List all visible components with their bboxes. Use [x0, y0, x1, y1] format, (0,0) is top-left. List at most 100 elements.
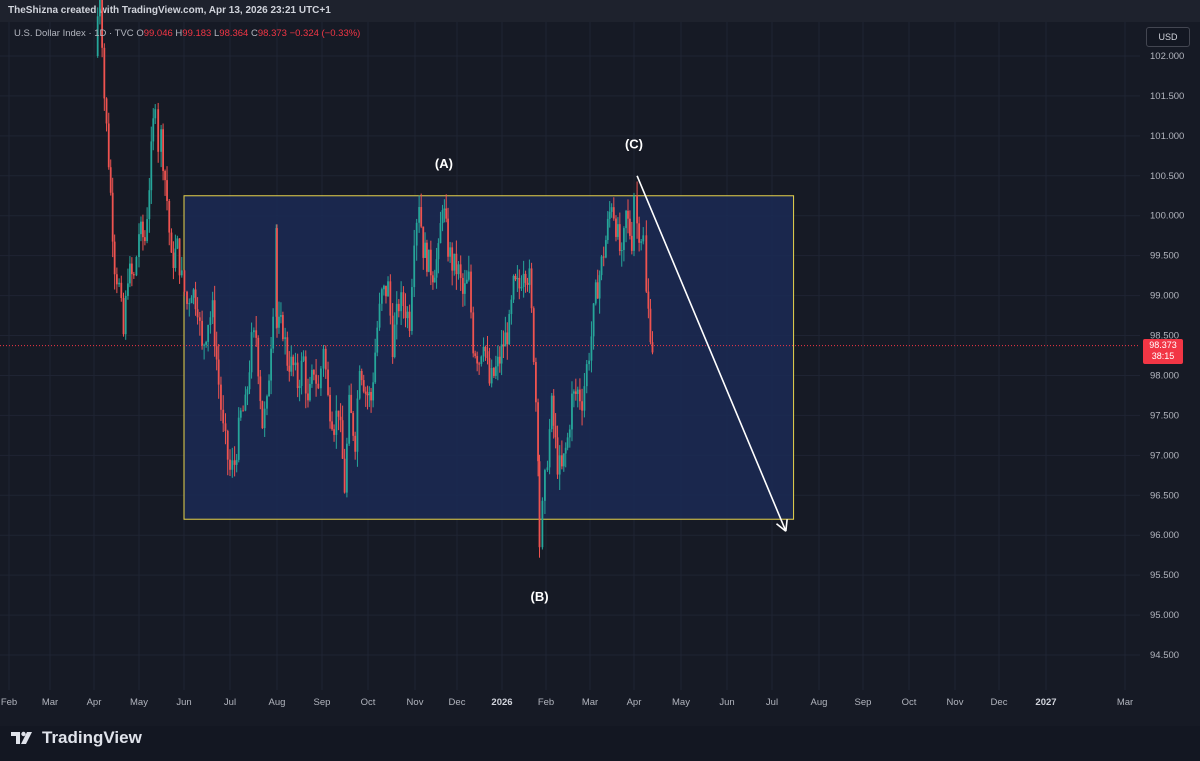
candle-body: [374, 352, 377, 383]
candle-body: [544, 470, 546, 501]
candle-body: [276, 228, 278, 328]
candle-body: [474, 353, 477, 357]
candle-body: [354, 435, 357, 452]
candle-body: [393, 324, 396, 358]
candle-body: [288, 365, 291, 372]
candle-body: [263, 408, 266, 429]
candle-body: [568, 429, 571, 438]
candle-body: [404, 305, 407, 319]
candle-body: [322, 348, 325, 369]
range-box[interactable]: [183, 195, 795, 520]
candle-body: [618, 224, 621, 252]
candle-body: [490, 368, 493, 384]
x-tick-label: May: [130, 697, 148, 708]
candle-body: [356, 398, 359, 452]
candle-body: [272, 316, 275, 349]
candle-body: [524, 273, 527, 283]
candle-body: [566, 437, 569, 448]
candle-body: [144, 237, 146, 242]
low-value: 98.364: [219, 28, 249, 39]
close-value: 98.373: [257, 28, 287, 39]
candles: [96, 0, 654, 558]
candle-body: [400, 292, 403, 312]
candle-body: [585, 364, 588, 387]
candle-body: [150, 141, 153, 191]
candle-body: [207, 325, 210, 342]
candle-body: [162, 129, 164, 171]
y-tick-label: 95.500: [1150, 570, 1179, 581]
candle-body: [572, 391, 575, 394]
candle-body: [512, 275, 515, 300]
candle-body: [378, 303, 381, 328]
candle-body: [278, 316, 280, 328]
candle-body: [630, 235, 633, 251]
y-tick-label: 101.500: [1150, 91, 1184, 102]
candle-body: [449, 247, 452, 257]
y-tick-label: 100.000: [1150, 211, 1184, 222]
candle-body: [360, 370, 363, 381]
candle-body: [183, 270, 186, 292]
x-tick-label: May: [672, 697, 690, 708]
candle-body: [520, 286, 523, 289]
x-tick-label: Dec: [991, 697, 1008, 708]
y-tick-label: 96.500: [1150, 490, 1179, 501]
candle-body: [255, 330, 258, 338]
wave-label: (A): [435, 156, 453, 171]
candle-body: [329, 394, 331, 422]
x-tick-label: Oct: [902, 697, 917, 708]
candle-body: [596, 282, 599, 299]
candle-body: [590, 336, 593, 361]
candle-body: [174, 248, 177, 268]
candle-body: [348, 394, 351, 444]
x-axis: Feb Mar Apr May Jun Jul Aug Sep Oct Nov Dec 2026 Feb…: [1, 697, 1133, 708]
candle-body: [433, 277, 436, 283]
candle-body: [270, 348, 272, 381]
high-label: H: [175, 28, 183, 39]
candle-body: [160, 129, 163, 152]
candle-body: [124, 295, 127, 335]
candle-body: [205, 341, 208, 345]
chart-credit: TheShizna created with TradingView.com, …: [8, 5, 331, 16]
y-tick-label: 94.500: [1150, 650, 1179, 661]
tradingview-logo[interactable]: TradingView: [10, 728, 142, 748]
x-tick-label: Oct: [361, 697, 376, 708]
candle-body: [627, 210, 629, 219]
x-tick-label: Dec: [449, 697, 466, 708]
x-tick-label: Aug: [269, 697, 286, 708]
candle-body: [472, 312, 475, 354]
candle-body: [140, 221, 142, 235]
symbol-legend[interactable]: U.S. Dollar Index · 1D · TVC O99.046 H99…: [14, 28, 360, 39]
candle-body: [101, 0, 104, 48]
candle-body: [286, 337, 289, 366]
candle-body: [645, 235, 648, 292]
currency-button[interactable]: USD: [1146, 27, 1190, 47]
candle-body: [463, 283, 466, 294]
candle-body: [455, 253, 458, 275]
candle-body: [337, 410, 340, 417]
tradingview-logo-text: TradingView: [42, 728, 142, 747]
candle-body: [152, 118, 155, 142]
candle-body: [437, 243, 440, 260]
candle-body: [268, 380, 270, 397]
candle-body: [496, 356, 499, 367]
candle-body: [594, 282, 597, 304]
candle-body: [502, 344, 505, 347]
price-chart[interactable]: 94.500 95.000 95.500 96.000 96.500 97.000 97.5…: [0, 0, 1200, 726]
candle-body: [616, 224, 619, 237]
candle-body: [602, 256, 605, 258]
candle-body: [411, 287, 413, 331]
x-tick-label: Mar: [42, 697, 58, 708]
projection-arrow[interactable]: [636, 175, 788, 532]
candle-body: [486, 351, 489, 358]
candle-body: [636, 195, 638, 224]
candle-body: [482, 346, 485, 357]
candle-body: [583, 386, 586, 411]
candle-body: [203, 344, 206, 346]
candle-body: [562, 453, 565, 467]
candle-body: [172, 252, 175, 268]
candle-body: [380, 289, 383, 304]
candle-body: [298, 385, 301, 389]
candle-body: [307, 393, 309, 401]
candle-body: [135, 257, 138, 276]
candle-body: [103, 47, 106, 99]
